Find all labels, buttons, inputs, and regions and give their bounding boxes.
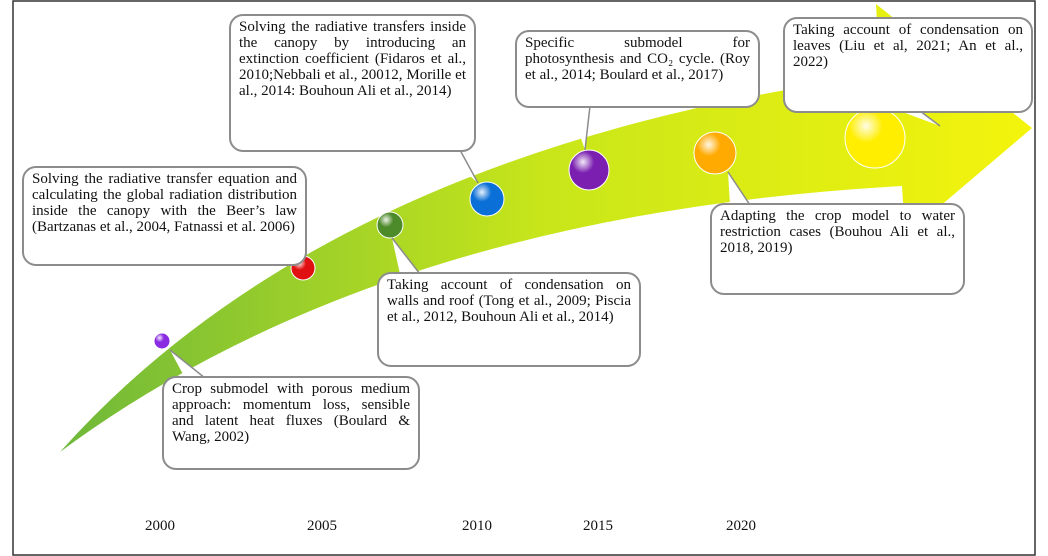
callout: Crop submodel with porous medium approac… [162,376,420,470]
ball-shine [377,212,403,238]
callout: Specific submodel for photosynthesis and… [515,30,760,108]
callout: Solving the radiative transfer equation … [22,166,307,266]
ball-shine [569,150,609,190]
year-label: 2010 [462,518,492,534]
milestones [153,107,906,350]
year-label: 2015 [583,518,613,534]
callout-pointers [169,105,941,379]
callout: Adapting the crop model to water restric… [710,203,965,295]
ball-shine [154,333,170,349]
year-label: 2000 [145,518,175,534]
callout: Taking account of condensation on walls … [377,272,641,367]
callout: Solving the radiative transfers inside t… [229,14,476,152]
frame [12,0,1036,556]
ball-shine [470,182,504,216]
year-label: 2005 [307,518,337,534]
callout: Taking account of condensation on leaves… [783,17,1033,113]
ball-shine [694,132,736,174]
timeline-arrow [60,4,1032,452]
ball-shine [845,108,905,168]
year-label: 2020 [726,518,756,534]
